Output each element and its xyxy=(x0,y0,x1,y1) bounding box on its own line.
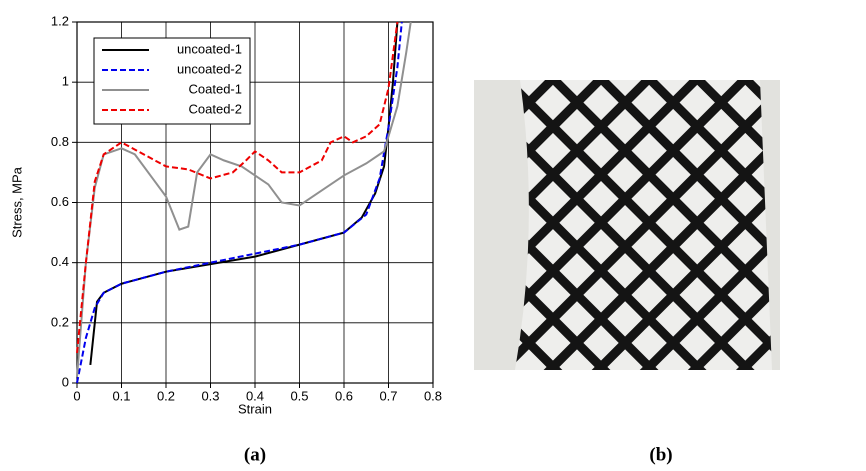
x-tick-label: 0.2 xyxy=(157,388,175,403)
y-tick-label: 1.2 xyxy=(51,13,69,28)
y-tick-label: 0.2 xyxy=(51,314,69,329)
legend-label: Coated-2 xyxy=(189,101,242,116)
photo xyxy=(474,80,780,370)
panel-label: (b) xyxy=(649,444,672,465)
y-tick-label: 0.8 xyxy=(51,134,69,149)
x-tick-label: 0.1 xyxy=(112,388,130,403)
series-line xyxy=(76,21,399,354)
y-tick-label: 1 xyxy=(62,74,69,89)
x-tick-label: 0.3 xyxy=(201,388,219,403)
x-tick-label: 0.6 xyxy=(335,388,353,403)
y-axis-label: Stress, MPa xyxy=(9,166,24,238)
x-axis-label: Strain xyxy=(238,401,272,416)
legend-label: Coated-1 xyxy=(189,81,242,96)
plot: 0 0.1 0.2 0.3 0.4 0.5 0.6 0.7 0.8 0 0.2 0.4 0.6 0.8 1 1… xyxy=(9,13,442,416)
legend-label: uncoated-2 xyxy=(177,61,242,76)
legend-label: uncoated-1 xyxy=(177,41,242,56)
y-tick-label: 0 xyxy=(62,374,69,389)
panel-label: (a) xyxy=(244,444,266,465)
y-tick-label: 0.4 xyxy=(51,254,69,269)
plot-frame xyxy=(76,21,434,384)
y-tick-label: 0.6 xyxy=(51,194,69,209)
x-tick-label: 0.4 xyxy=(246,388,264,403)
x-tick-label: 0.8 xyxy=(424,388,442,403)
x-tick-label: 0 xyxy=(73,388,80,403)
x-tick-label: 0.5 xyxy=(290,388,308,403)
x-tick-label: 0.7 xyxy=(379,388,397,403)
series-line xyxy=(76,21,412,378)
